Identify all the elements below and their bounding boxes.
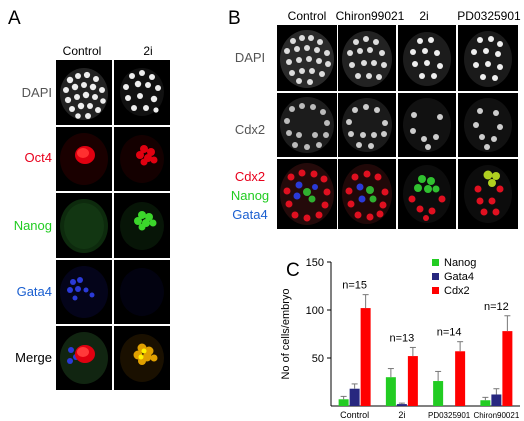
panel-b-col-chiron: Chiron99021 xyxy=(335,9,405,23)
bar-nanog xyxy=(338,399,349,406)
micrograph-b-cdx2-control xyxy=(277,93,337,157)
panel-a-row-nanog: Nanog xyxy=(13,218,52,233)
micrograph-b-merge-2i xyxy=(398,159,456,229)
panel-a-row-dapi: DAPI xyxy=(21,85,52,100)
bar-nanog xyxy=(433,381,444,406)
x-tick-label: PD0325901 xyxy=(428,411,471,420)
bar-gata4 xyxy=(491,394,502,406)
bar-cdx2 xyxy=(407,356,418,406)
y-tick-label: 150 xyxy=(306,257,324,269)
micrograph-a-dapi-2i xyxy=(114,60,170,125)
n-annotation: n=12 xyxy=(484,301,509,313)
panel-b-merge-gata4: Gata4 xyxy=(232,207,268,222)
panel-a-letter: A xyxy=(8,8,21,29)
bar-nanog xyxy=(385,377,396,406)
n-annotation: n=14 xyxy=(437,327,462,339)
micrograph-b-dapi-2i xyxy=(398,25,456,91)
micrograph-a-oct4-control xyxy=(56,127,112,191)
micrograph-b-cdx2-chiron xyxy=(338,93,396,157)
x-tick-label: Chiron90021 xyxy=(473,411,519,420)
micrograph-a-merge-control xyxy=(56,326,112,390)
micrograph-a-oct4-2i xyxy=(114,127,170,191)
legend-label-cdx2: Cdx2 xyxy=(444,285,470,297)
legend-swatch-gata4 xyxy=(432,273,439,280)
bar-cdx2 xyxy=(455,351,466,406)
bar-cdx2 xyxy=(360,308,371,406)
panel-b-row-dapi: DAPI xyxy=(234,50,266,65)
legend-swatch-cdx2 xyxy=(432,287,439,294)
micrograph-b-merge-chiron xyxy=(338,159,396,229)
micrograph-a-merge-2i xyxy=(114,326,170,390)
micrograph-a-nanog-control xyxy=(56,193,112,258)
panel-c-letter: C xyxy=(286,260,300,281)
bar-gata4 xyxy=(349,388,360,406)
panel-b-col-control: Control xyxy=(287,9,327,23)
y-axis-label: No of cells/embryo xyxy=(280,288,292,379)
x-tick-label: 2i xyxy=(398,410,405,420)
micrograph-a-gata4-control xyxy=(56,260,112,324)
bar-gata4 xyxy=(396,404,407,406)
micrograph-b-dapi-pd xyxy=(458,25,518,91)
panel-b-letter: B xyxy=(228,8,241,29)
bar-cdx2 xyxy=(502,331,513,406)
legend-label-gata4: Gata4 xyxy=(444,271,474,283)
panel-a-col-2i: 2i xyxy=(143,44,153,58)
panel-b-row-cdx2: Cdx2 xyxy=(234,122,266,137)
panel-a-col-control: Control xyxy=(62,44,102,58)
micrograph-a-gata4-2i xyxy=(114,260,170,324)
micrograph-b-cdx2-pd xyxy=(458,93,518,157)
x-tick-label: Control xyxy=(340,410,369,420)
legend-swatch-nanog xyxy=(432,259,439,266)
micrograph-b-cdx2-2i xyxy=(398,93,456,157)
panel-b-merge-cdx2: Cdx2 xyxy=(234,169,266,184)
n-annotation: n=15 xyxy=(342,280,367,292)
panel-a-row-oct4: Oct4 xyxy=(24,150,52,165)
panel-a-row-gata4: Gata4 xyxy=(16,284,52,299)
micrograph-b-dapi-chiron xyxy=(338,25,396,91)
panel-b-merge-nanog: Nanog xyxy=(230,188,270,203)
micrograph-a-nanog-2i xyxy=(114,193,170,258)
bar-chart: No of cells/embryo 50 100 150 Control n=15 2i n… xyxy=(280,257,520,420)
bar-nanog xyxy=(480,400,491,406)
micrograph-b-merge-control xyxy=(277,159,337,229)
micrograph-b-dapi-control xyxy=(277,25,337,91)
y-tick-label: 50 xyxy=(312,353,324,365)
panel-a-row-merge: Merge xyxy=(15,350,52,365)
micrograph-b-merge-pd xyxy=(458,159,518,229)
legend-label-nanog: Nanog xyxy=(444,257,476,269)
y-tick-label: 100 xyxy=(306,305,324,317)
panel-b-col-pd: PD0325901 xyxy=(457,9,521,23)
panel-b-col-2i: 2i xyxy=(419,9,429,23)
n-annotation: n=13 xyxy=(389,332,414,344)
micrograph-a-dapi-control xyxy=(56,60,112,125)
